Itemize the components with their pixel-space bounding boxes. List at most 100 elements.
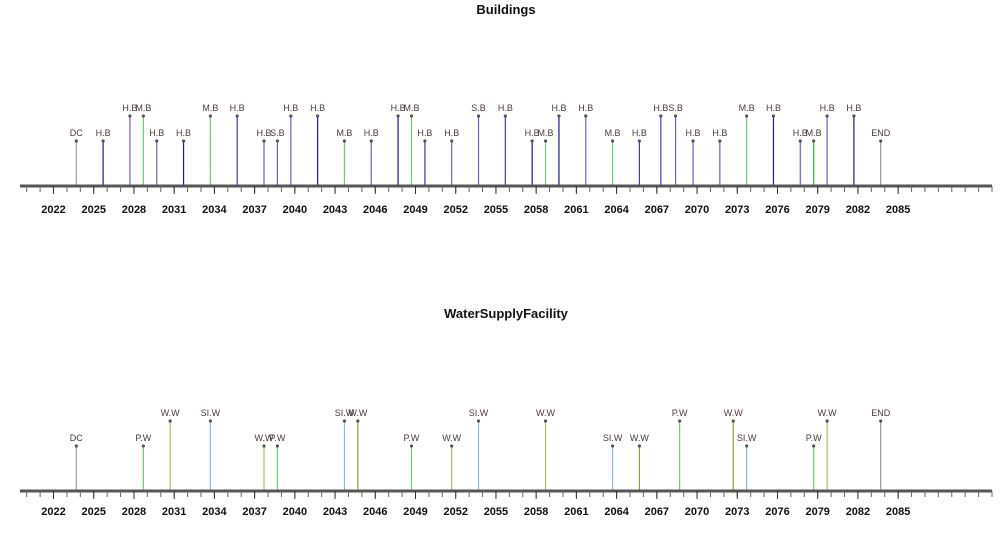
event-label: W.W <box>630 433 649 443</box>
event-marker <box>812 139 816 143</box>
tick-label: 2079 <box>805 204 829 216</box>
event-label: P.W <box>806 433 822 443</box>
event-label: H.B <box>444 128 459 138</box>
tick-label: 2085 <box>886 204 910 216</box>
event-marker <box>168 419 172 423</box>
event-marker <box>369 139 373 143</box>
event-marker <box>731 419 735 423</box>
event-marker <box>275 444 280 448</box>
event-marker <box>825 419 829 423</box>
event-marker <box>852 114 856 118</box>
event-label: M.B <box>135 103 151 113</box>
event-label: H.B <box>766 103 781 113</box>
event-label: P.W <box>672 408 688 418</box>
tick-label: 2058 <box>524 204 548 216</box>
event-label: W.W <box>255 433 274 443</box>
event-marker <box>745 444 749 448</box>
event-marker <box>798 139 802 143</box>
tick-label: 2040 <box>283 506 307 518</box>
event-marker <box>476 114 481 118</box>
event-marker <box>812 444 816 448</box>
event-marker <box>342 139 347 143</box>
tick-label: 2058 <box>524 506 548 518</box>
event-label: H.B <box>364 128 379 138</box>
event-marker <box>101 139 105 143</box>
tick-label: 2028 <box>122 506 146 518</box>
event-marker <box>128 114 132 118</box>
event-marker <box>262 444 266 448</box>
event-label: END <box>871 128 891 138</box>
tick-label: 2031 <box>162 204 186 216</box>
event-label: S.B <box>668 103 683 113</box>
tick-label: 2046 <box>363 506 387 518</box>
event-label: H.B <box>498 103 513 113</box>
event-label: M.B <box>605 128 621 138</box>
event-marker <box>423 139 427 143</box>
event-marker <box>141 444 145 448</box>
event-label: DC <box>70 128 83 138</box>
event-marker <box>450 444 454 448</box>
event-label: S.B <box>471 103 486 113</box>
event-marker <box>141 114 145 118</box>
tick-label: 2082 <box>846 204 870 216</box>
tick-label: 2046 <box>363 204 387 216</box>
event-marker <box>74 139 78 143</box>
tick-label: 2064 <box>604 204 629 216</box>
tick-label: 2031 <box>162 506 186 518</box>
event-label: H.B <box>149 128 164 138</box>
event-label: H.B <box>712 128 727 138</box>
event-marker <box>584 114 588 118</box>
event-label: H.B <box>653 103 668 113</box>
event-label: M.B <box>538 128 554 138</box>
event-label: H.B <box>793 128 808 138</box>
tick-label: 2025 <box>81 204 105 216</box>
event-label: M.B <box>336 128 352 138</box>
event-label: M.B <box>806 128 822 138</box>
tick-label: 2028 <box>122 204 146 216</box>
event-marker <box>289 114 293 118</box>
tick-label: 2076 <box>765 506 789 518</box>
tick-label: 2070 <box>685 204 709 216</box>
event-marker <box>275 139 280 143</box>
tick-label: 2052 <box>443 204 467 216</box>
panel-title: WaterSupplyFacility <box>444 306 569 321</box>
event-label: SI.W <box>201 408 221 418</box>
event-marker <box>356 419 360 423</box>
event-marker <box>208 419 212 423</box>
tick-label: 2037 <box>242 506 266 518</box>
event-label: W.W <box>348 408 367 418</box>
event-marker <box>543 139 548 143</box>
tick-label: 2073 <box>725 506 749 518</box>
event-label: H.B <box>417 128 432 138</box>
event-marker <box>155 139 159 143</box>
event-marker <box>450 139 454 143</box>
event-label: W.W <box>442 433 461 443</box>
tick-label: 2067 <box>645 204 669 216</box>
event-label: P.W <box>404 433 420 443</box>
tick-label: 2085 <box>886 506 910 518</box>
tick-label: 2082 <box>846 506 870 518</box>
event-marker <box>610 444 615 448</box>
tick-label: 2061 <box>564 506 588 518</box>
event-label: H.B <box>525 128 540 138</box>
event-marker <box>771 114 776 118</box>
event-marker <box>659 114 663 118</box>
event-marker <box>879 419 883 423</box>
event-label: H.B <box>310 103 325 113</box>
tick-label: 2034 <box>202 506 227 518</box>
tick-label: 2064 <box>604 506 629 518</box>
event-marker <box>879 139 883 143</box>
event-marker <box>745 114 749 118</box>
event-label: DC <box>70 433 83 443</box>
event-marker <box>316 114 320 118</box>
event-marker <box>637 139 641 143</box>
tick-label: 2040 <box>283 204 307 216</box>
tick-label: 2025 <box>81 506 105 518</box>
event-marker <box>691 139 695 143</box>
event-label: H.B <box>551 103 566 113</box>
event-label: H.B <box>122 103 137 113</box>
tick-label: 2073 <box>725 204 749 216</box>
